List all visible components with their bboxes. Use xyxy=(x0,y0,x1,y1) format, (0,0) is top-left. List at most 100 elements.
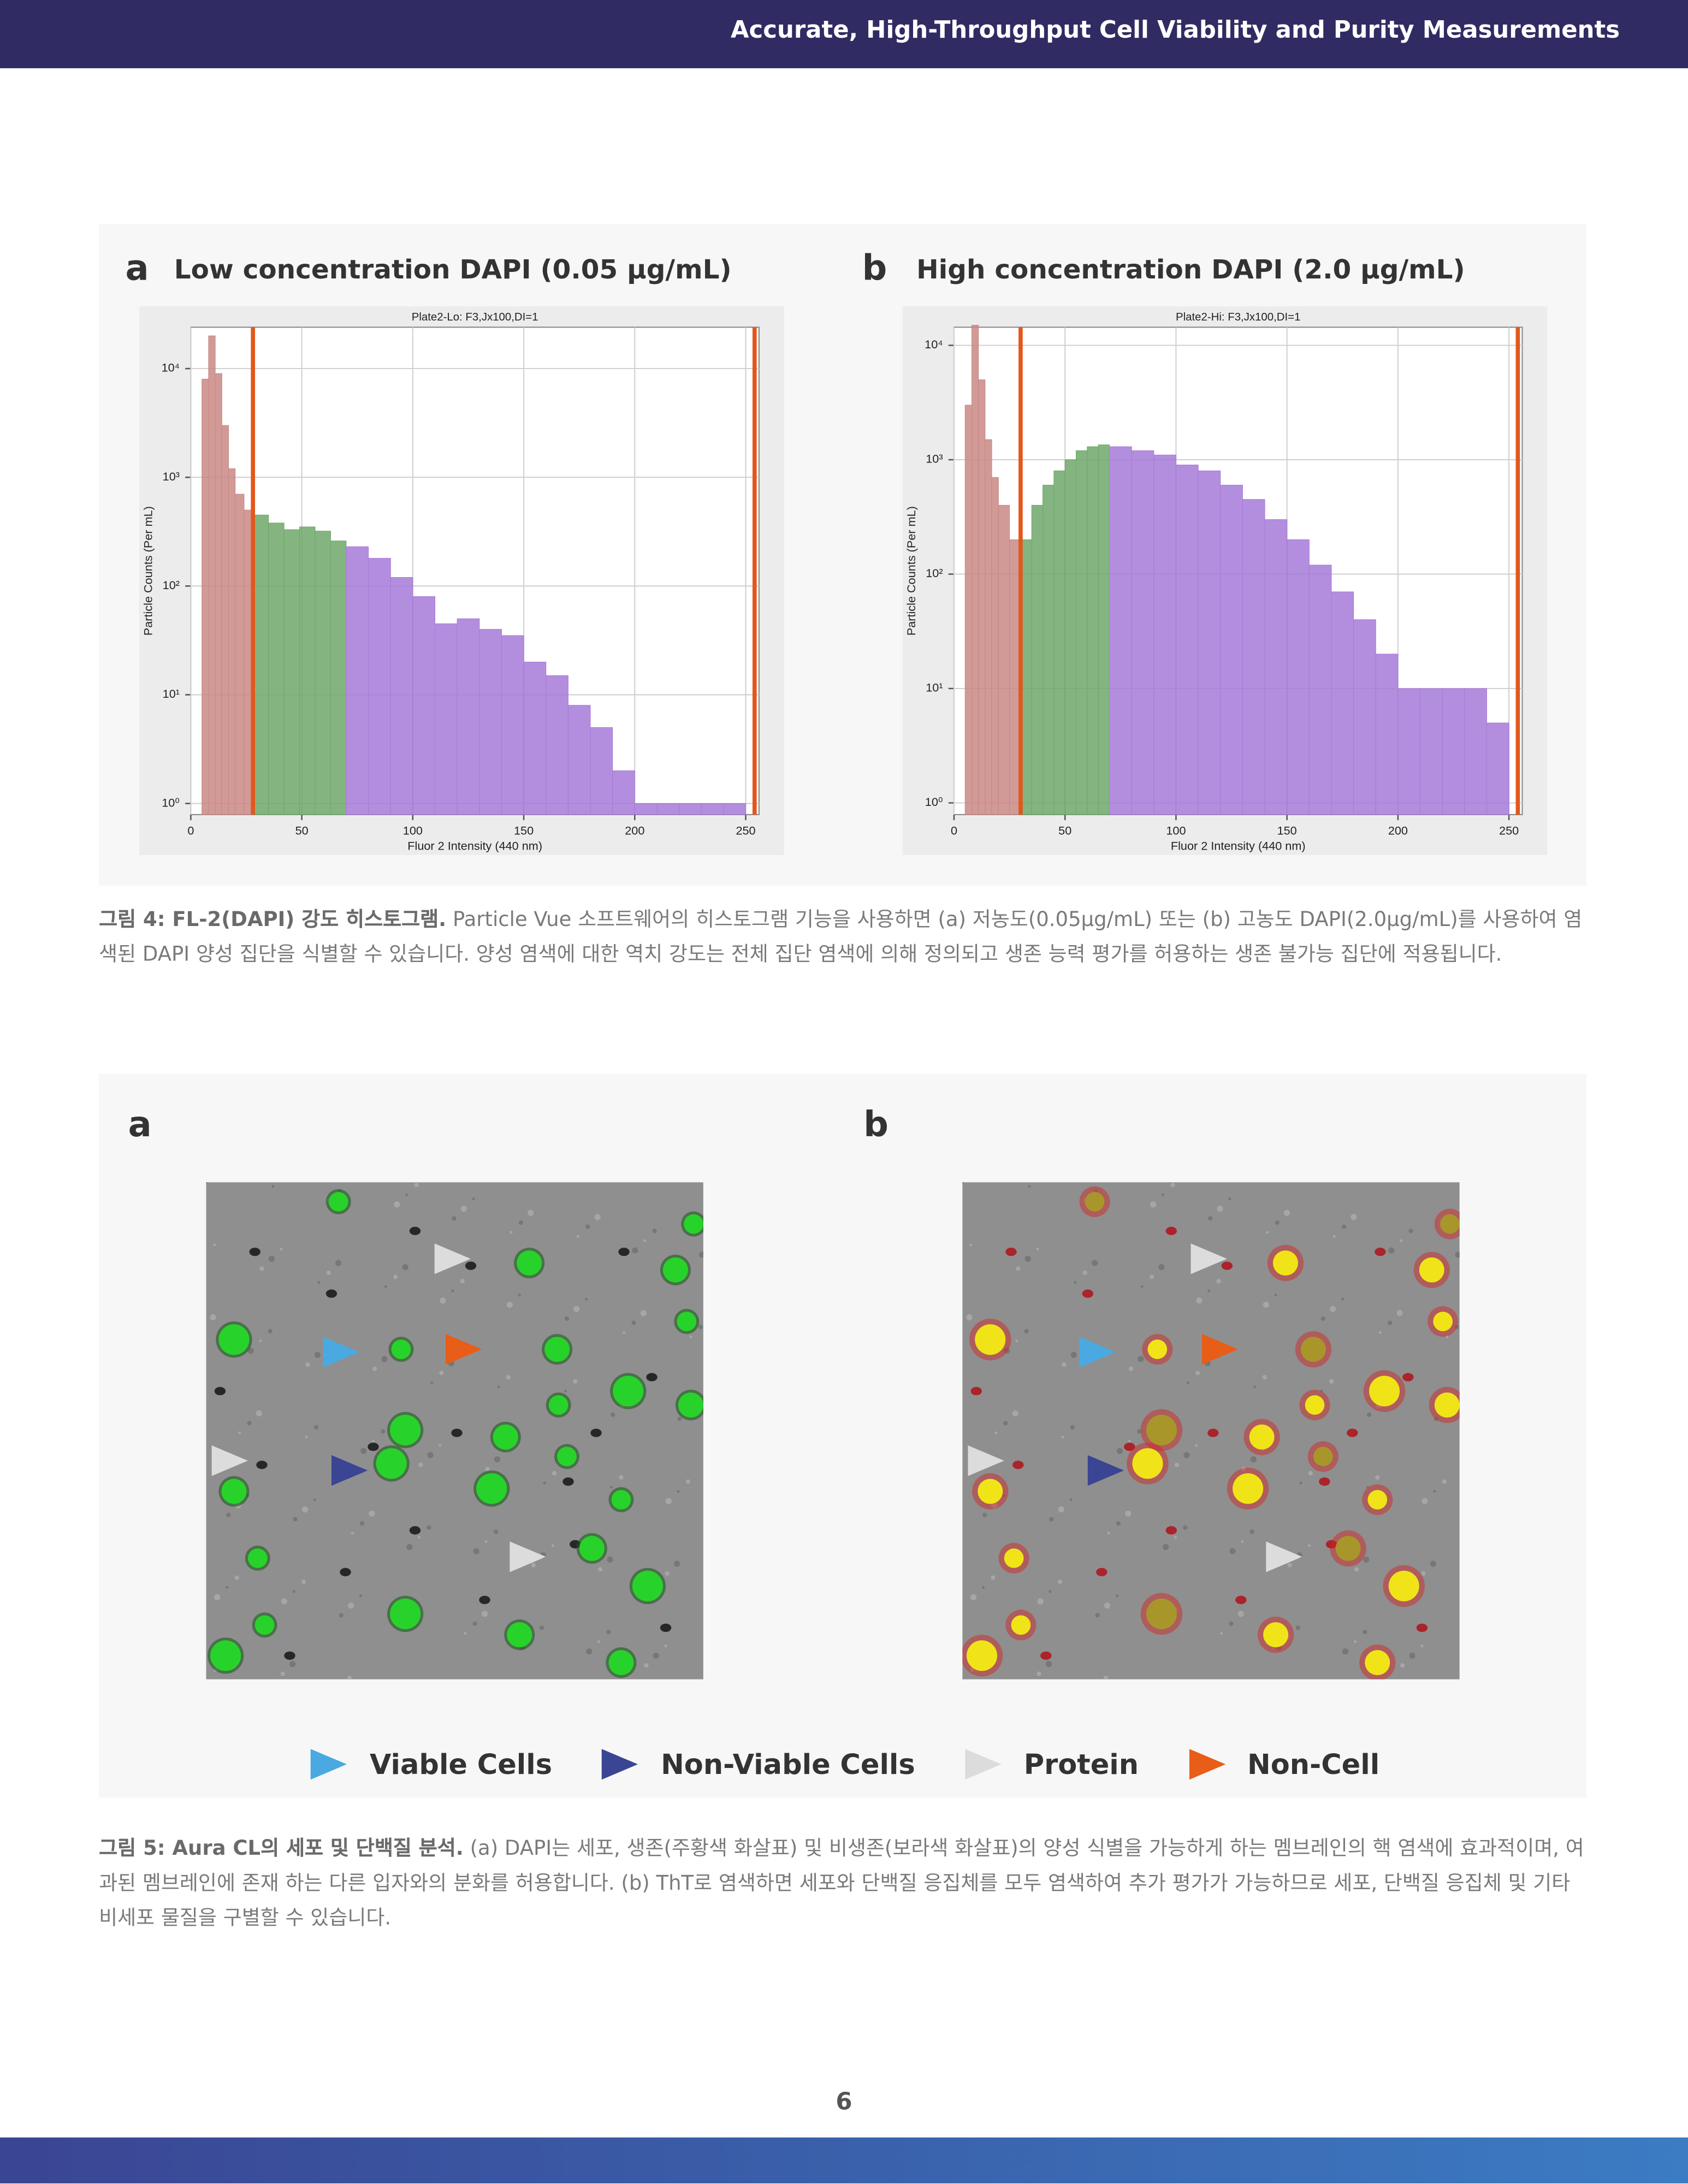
cell xyxy=(544,1337,570,1362)
cell xyxy=(1369,1375,1400,1406)
texture-dot xyxy=(1330,1305,1336,1312)
figure-caption: 그림 4: FL-2(DAPI) 강도 히스토그램. Particle Vue … xyxy=(99,904,1586,974)
x-tick-label: 100 xyxy=(1166,823,1186,837)
texture-dot xyxy=(460,1279,465,1284)
texture-dot xyxy=(1217,1206,1223,1212)
texture-dot xyxy=(991,1575,996,1580)
panel-label: a xyxy=(125,247,149,288)
speck xyxy=(1124,1443,1135,1451)
texture-dot xyxy=(464,1631,467,1635)
texture-dot xyxy=(1422,1498,1428,1504)
cell xyxy=(1132,1448,1163,1479)
legend-label: Viable Cells xyxy=(369,1747,553,1781)
texture-dot xyxy=(1016,1266,1021,1271)
texture-dot xyxy=(1396,1310,1403,1316)
cell xyxy=(978,1479,1003,1504)
chart-title: Plate2-Hi: F3,Jx100,DI=1 xyxy=(1176,311,1300,323)
speck xyxy=(1319,1477,1330,1486)
texture-dot xyxy=(210,1314,216,1321)
x-tick-label: 50 xyxy=(1058,823,1071,837)
texture-dot xyxy=(607,1556,613,1563)
texture-dot xyxy=(335,1260,342,1266)
caption-text: Particle Vue 소프트웨어의 히스토그램 기능을 사용하면 (a) 저… xyxy=(99,909,1583,966)
texture-dot xyxy=(280,1248,283,1251)
texture-dot xyxy=(451,1289,454,1292)
texture-dot xyxy=(214,1594,221,1600)
histogram-bar xyxy=(501,635,524,815)
texture-dot xyxy=(1024,1329,1029,1334)
texture-dot xyxy=(317,1281,321,1284)
y-tick-label: 10¹ xyxy=(926,681,943,695)
cell xyxy=(1433,1311,1453,1332)
texture-dot xyxy=(551,1544,555,1547)
y-axis-label: Particle Counts (Per mL) xyxy=(904,506,918,636)
chart-title: Plate2-Lo: F3,Jx100,DI=1 xyxy=(412,311,538,323)
texture-dot xyxy=(982,1512,987,1517)
histogram-bar xyxy=(228,468,236,815)
texture-dot xyxy=(1262,1375,1267,1380)
legend-item: Viable Cells xyxy=(309,1748,552,1781)
texture-dot xyxy=(1091,1260,1098,1266)
texture-dot xyxy=(677,1416,682,1421)
texture-dot xyxy=(1161,1193,1165,1196)
texture-dot xyxy=(348,1602,354,1609)
texture-dot xyxy=(440,1297,446,1304)
texture-dot xyxy=(1388,1247,1395,1254)
cell xyxy=(975,1324,1006,1355)
cell xyxy=(966,1640,998,1671)
cell xyxy=(1367,1489,1388,1510)
legend-arrow xyxy=(965,1749,1002,1780)
texture-dot xyxy=(573,1379,578,1384)
speck xyxy=(409,1526,421,1535)
texture-dot xyxy=(610,1486,613,1489)
histogram-bar xyxy=(991,477,999,815)
cell xyxy=(218,1324,250,1355)
texture-dot xyxy=(213,1243,216,1247)
texture-dot xyxy=(1174,1462,1180,1468)
texture-dot xyxy=(1003,1494,1006,1497)
cell xyxy=(557,1446,577,1467)
texture-dot xyxy=(1353,1640,1357,1643)
histogram-bar xyxy=(1131,450,1154,815)
legend-swatch xyxy=(602,1749,639,1780)
texture-dot xyxy=(1004,1348,1010,1354)
texture-dot xyxy=(665,1571,670,1576)
texture-dot xyxy=(1115,1594,1118,1598)
texture-dot xyxy=(460,1206,467,1212)
histogram-bar xyxy=(1175,465,1199,815)
speck xyxy=(340,1568,351,1576)
x-tick-label: 250 xyxy=(1499,823,1519,837)
texture-dot xyxy=(430,1381,434,1385)
histogram-bar xyxy=(1287,539,1310,815)
histogram-bar xyxy=(1220,484,1243,815)
texture-dot xyxy=(1455,1251,1460,1258)
texture-dot xyxy=(653,1652,659,1659)
texture-dot xyxy=(497,1385,500,1388)
x-tick-label: 0 xyxy=(187,823,194,837)
texture-dot xyxy=(1062,1362,1067,1367)
histogram-bar xyxy=(590,727,613,815)
cell xyxy=(391,1339,411,1360)
texture-dot xyxy=(381,1429,386,1434)
cell xyxy=(1011,1615,1031,1635)
histogram-bar xyxy=(390,577,413,815)
texture-dot xyxy=(1320,1390,1323,1393)
texture-dot xyxy=(314,1351,321,1358)
histogram-bar xyxy=(1031,505,1044,815)
texture-dot xyxy=(1329,1379,1334,1384)
histogram-bar xyxy=(1198,470,1221,815)
texture-dot xyxy=(292,1590,295,1593)
texture-dot xyxy=(1158,1264,1165,1271)
speck xyxy=(368,1443,379,1451)
panel-title: Low concentration DAPI (0.05 μg/mL) xyxy=(174,254,732,286)
texture-dot xyxy=(1342,1648,1349,1655)
histogram-bar xyxy=(315,531,331,815)
texture-dot xyxy=(1116,1521,1121,1526)
cell xyxy=(390,1598,421,1629)
texture-dot xyxy=(664,1644,667,1648)
texture-dot xyxy=(518,1220,523,1225)
texture-dot xyxy=(598,1567,603,1572)
texture-dot xyxy=(969,1243,973,1247)
cell xyxy=(1335,1536,1361,1561)
cell xyxy=(608,1650,634,1676)
